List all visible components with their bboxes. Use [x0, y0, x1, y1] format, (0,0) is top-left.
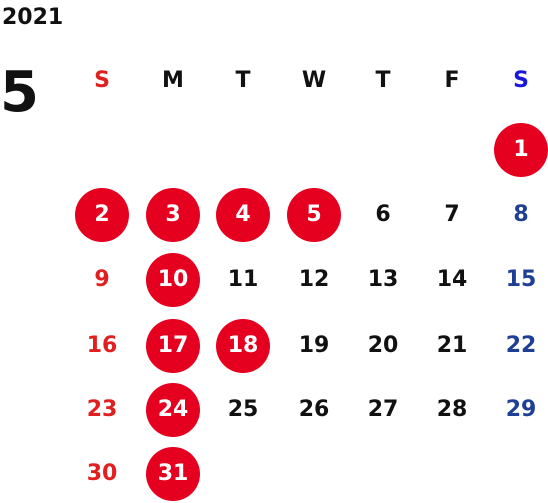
day-cell[interactable]: 24: [146, 383, 200, 437]
day-cell[interactable]: 31: [146, 447, 200, 501]
weekday-header: T: [375, 68, 391, 93]
day-cell[interactable]: 4: [216, 188, 270, 242]
day-cell[interactable]: 23: [86, 397, 118, 422]
day-cell[interactable]: 8: [513, 202, 529, 227]
weekday-header: S: [94, 68, 110, 93]
weekday-header: F: [444, 68, 460, 93]
day-cell[interactable]: 17: [146, 319, 200, 373]
day-cell[interactable]: 16: [86, 333, 118, 358]
day-cell[interactable]: 15: [505, 267, 537, 292]
day-cell[interactable]: 22: [505, 333, 537, 358]
day-cell[interactable]: 9: [94, 267, 110, 292]
day-cell[interactable]: 26: [298, 397, 330, 422]
day-cell[interactable]: 27: [367, 397, 399, 422]
day-cell[interactable]: 28: [436, 397, 468, 422]
day-cell[interactable]: 13: [367, 267, 399, 292]
weekday-header: T: [235, 68, 251, 93]
day-cell[interactable]: 19: [298, 333, 330, 358]
month-label: 5: [0, 60, 39, 125]
day-cell[interactable]: 21: [436, 333, 468, 358]
weekday-header: M: [162, 68, 184, 93]
day-cell[interactable]: 7: [444, 202, 460, 227]
day-cell[interactable]: 2: [75, 188, 129, 242]
day-cell[interactable]: 30: [86, 461, 118, 486]
year-label: 2021: [2, 5, 64, 30]
weekday-header: W: [301, 68, 327, 93]
day-cell[interactable]: 3: [146, 188, 200, 242]
day-cell[interactable]: 5: [287, 188, 341, 242]
day-cell[interactable]: 18: [216, 319, 270, 373]
day-cell[interactable]: 12: [298, 267, 330, 292]
weekday-header: S: [513, 68, 529, 93]
day-cell[interactable]: 25: [227, 397, 259, 422]
day-cell[interactable]: 10: [146, 253, 200, 307]
day-cell[interactable]: 29: [505, 397, 537, 422]
day-cell[interactable]: 6: [375, 202, 391, 227]
day-cell[interactable]: 11: [227, 267, 259, 292]
day-cell[interactable]: 1: [494, 123, 548, 177]
day-cell[interactable]: 20: [367, 333, 399, 358]
day-cell[interactable]: 14: [436, 267, 468, 292]
